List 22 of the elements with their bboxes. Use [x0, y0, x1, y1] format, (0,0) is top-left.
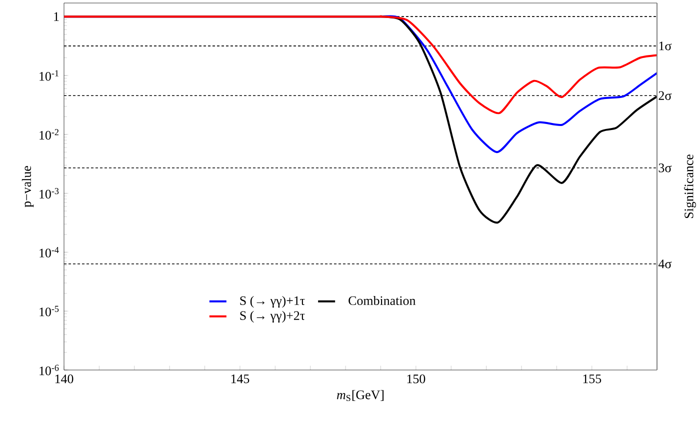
x-tick-label: 145	[231, 374, 250, 384]
ref-line-label: 2σ	[658, 91, 672, 100]
legend-label: Combination	[348, 296, 416, 306]
x-axis-title: m$_{S}$[GeV]	[336, 390, 384, 402]
line-series	[63, 15, 658, 114]
y-tick-label: 10$^{-4}$	[40, 246, 59, 258]
y-axis-title: p−value	[22, 166, 34, 208]
ref-line-label: 1σ	[659, 42, 672, 50]
y-tick-label: 10$^{-3}$	[40, 188, 59, 199]
y2-axis-title: Significance	[684, 154, 696, 218]
y-tick-label: 10$^{-1}$	[40, 70, 58, 81]
x-tick-label: 150	[407, 374, 426, 384]
legend-label: S (→ γγ)+2τ	[240, 310, 305, 323]
x-tick-label: 155	[583, 374, 602, 384]
ref-line-label: 3σ	[658, 164, 672, 172]
ref-line-label: 4σ	[658, 260, 672, 268]
y-tick-label: 10$^{-6}$	[40, 364, 59, 376]
y-tick-label: 10$^{-2}$	[40, 129, 58, 140]
y-tick-label: 1	[54, 12, 59, 21]
legend-label: S (→ γγ)+1τ	[240, 296, 305, 308]
x-tick-label: 140	[55, 374, 74, 384]
y-tick-label: 10$^{-5}$	[40, 306, 59, 316]
